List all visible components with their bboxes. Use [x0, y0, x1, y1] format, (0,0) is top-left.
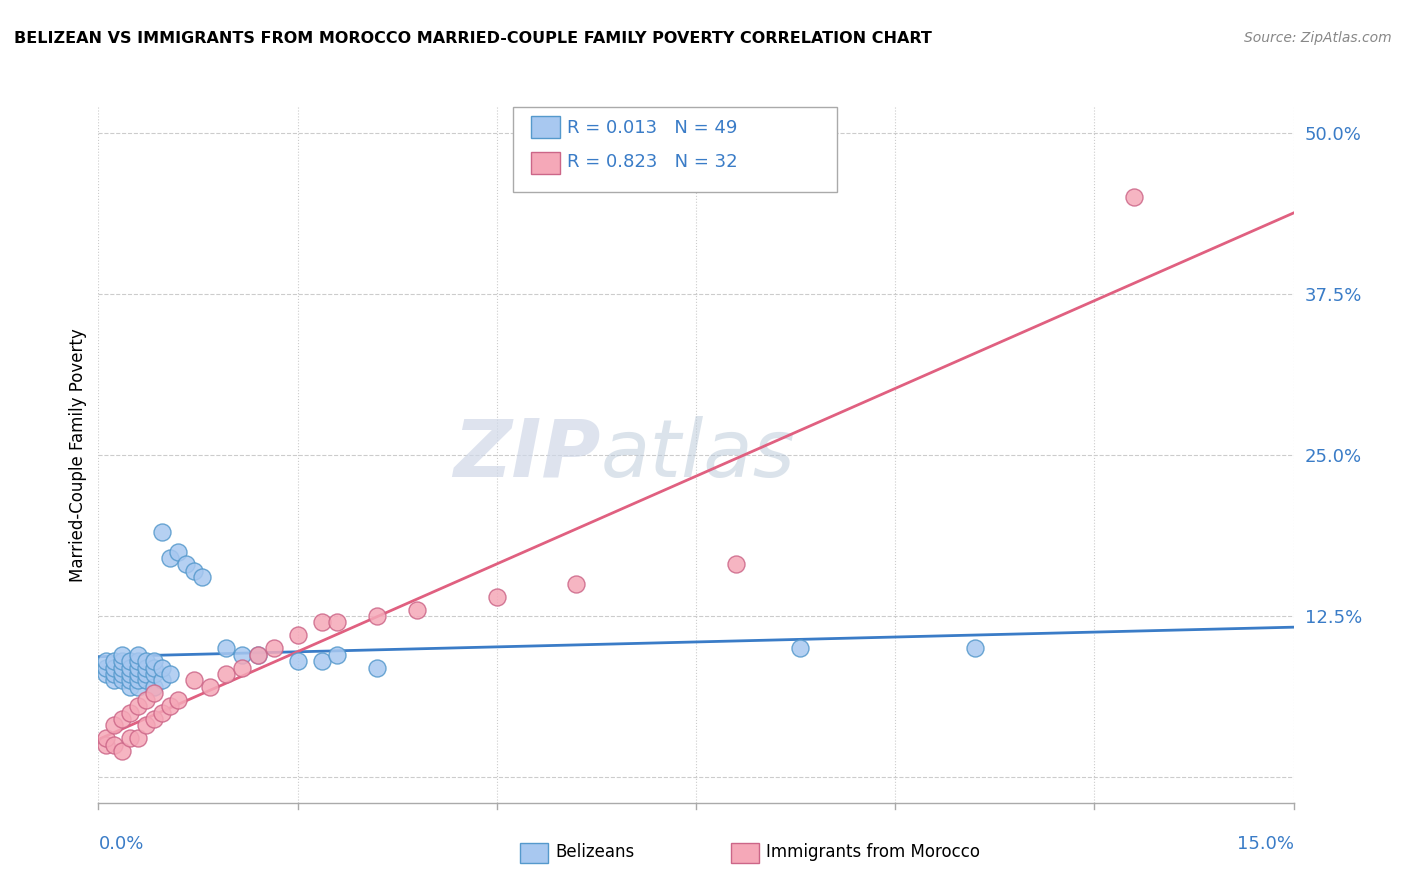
Point	[111, 654, 134, 668]
Text: 15.0%: 15.0%	[1236, 835, 1294, 853]
Y-axis label: Married-Couple Family Poverty: Married-Couple Family Poverty	[69, 328, 87, 582]
Point	[127, 699, 149, 714]
Point	[287, 628, 309, 642]
Text: ZIP: ZIP	[453, 416, 600, 494]
Point	[311, 654, 333, 668]
Point	[159, 699, 181, 714]
Point	[167, 544, 190, 558]
Point	[311, 615, 333, 630]
Point	[150, 660, 173, 674]
Point	[120, 731, 142, 746]
Text: Immigrants from Morocco: Immigrants from Morocco	[766, 843, 980, 861]
Point	[120, 660, 142, 674]
Point	[135, 718, 157, 732]
Point	[143, 712, 166, 726]
Point	[143, 660, 166, 674]
Point	[96, 731, 118, 746]
Point	[127, 680, 149, 694]
Point	[127, 654, 149, 668]
Point	[135, 654, 157, 668]
Point	[789, 641, 811, 656]
Point	[326, 615, 349, 630]
Point	[143, 654, 166, 668]
Point	[120, 680, 142, 694]
Text: atlas: atlas	[600, 416, 796, 494]
Text: BELIZEAN VS IMMIGRANTS FROM MOROCCO MARRIED-COUPLE FAMILY POVERTY CORRELATION CH: BELIZEAN VS IMMIGRANTS FROM MOROCCO MARR…	[14, 31, 932, 46]
Point	[246, 648, 269, 662]
Point	[143, 680, 166, 694]
Point	[96, 660, 118, 674]
Point	[215, 641, 238, 656]
Point	[287, 654, 309, 668]
Point	[326, 648, 349, 662]
Point	[127, 667, 149, 681]
Text: Source: ZipAtlas.com: Source: ZipAtlas.com	[1244, 31, 1392, 45]
Text: 0.0%: 0.0%	[98, 835, 143, 853]
Point	[963, 641, 986, 656]
Point	[174, 558, 197, 572]
Point	[111, 660, 134, 674]
Point	[96, 738, 118, 752]
Point	[150, 673, 173, 688]
Point	[143, 667, 166, 681]
Text: Belizeans: Belizeans	[555, 843, 634, 861]
Point	[406, 602, 429, 616]
Point	[127, 731, 149, 746]
Point	[198, 680, 221, 694]
Point	[96, 654, 118, 668]
Point	[231, 648, 253, 662]
Point	[135, 660, 157, 674]
Text: R = 0.823   N = 32: R = 0.823 N = 32	[567, 153, 737, 171]
Point	[167, 692, 190, 706]
Text: R = 0.013   N = 49: R = 0.013 N = 49	[567, 119, 737, 136]
Point	[127, 648, 149, 662]
Point	[135, 667, 157, 681]
Point	[127, 673, 149, 688]
Point	[103, 718, 125, 732]
Point	[103, 673, 125, 688]
Point	[120, 654, 142, 668]
Point	[103, 660, 125, 674]
Point	[159, 551, 181, 566]
Point	[103, 667, 125, 681]
Point	[183, 673, 205, 688]
Point	[127, 660, 149, 674]
Point	[366, 660, 388, 674]
Point	[135, 673, 157, 688]
Point	[120, 706, 142, 720]
Point	[485, 590, 508, 604]
Point	[565, 576, 588, 591]
Point	[120, 673, 142, 688]
Point	[231, 660, 253, 674]
Point	[724, 558, 747, 572]
Point	[135, 692, 157, 706]
Point	[111, 744, 134, 758]
Point	[183, 564, 205, 578]
Point	[150, 706, 173, 720]
Point	[111, 648, 134, 662]
Point	[103, 654, 125, 668]
Point	[159, 667, 181, 681]
Point	[366, 609, 388, 624]
Point	[150, 525, 173, 540]
Point	[111, 673, 134, 688]
Point	[1123, 190, 1146, 204]
Point	[215, 667, 238, 681]
Point	[111, 667, 134, 681]
Point	[263, 641, 285, 656]
Point	[96, 667, 118, 681]
Point	[103, 738, 125, 752]
Point	[246, 648, 269, 662]
Point	[120, 667, 142, 681]
Point	[143, 686, 166, 700]
Point	[191, 570, 214, 584]
Point	[111, 712, 134, 726]
